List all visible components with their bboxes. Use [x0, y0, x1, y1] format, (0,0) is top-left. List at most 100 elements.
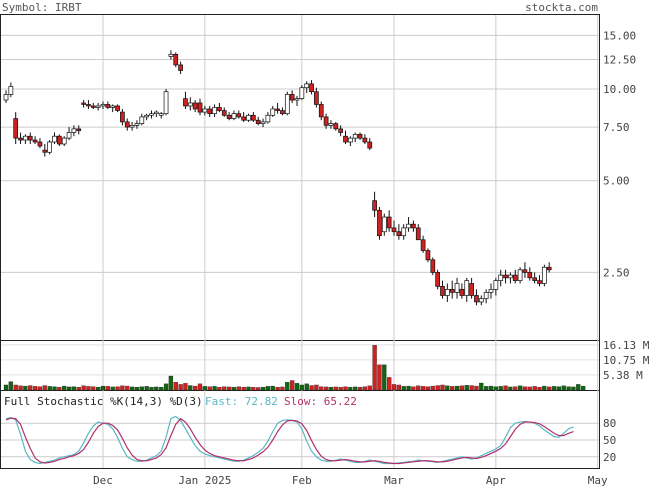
candle-body — [202, 108, 208, 113]
volume-bar — [260, 387, 266, 391]
candle-body — [100, 104, 106, 107]
candle — [318, 101, 324, 121]
candle-body — [338, 128, 343, 133]
candle — [260, 118, 266, 128]
month-label: Apr — [486, 474, 506, 486]
stochastic-title: Full Stochastic %K(14,3) %D(3) — [4, 395, 203, 408]
volume-bar — [86, 386, 91, 391]
volume-bar — [401, 386, 406, 391]
volume-bar — [57, 387, 62, 391]
volume-bar — [581, 385, 586, 391]
candle — [115, 104, 120, 113]
candle — [527, 267, 533, 281]
candle-body — [197, 102, 203, 113]
volume-bar — [202, 386, 208, 391]
volume-bar — [333, 386, 338, 391]
candle — [367, 138, 373, 151]
candle-body — [318, 104, 324, 118]
volume-bar — [23, 385, 28, 391]
candle — [289, 90, 295, 103]
volume-bars — [3, 345, 586, 391]
volume-bar — [134, 387, 140, 391]
volume-bar — [488, 385, 494, 391]
candle — [168, 50, 174, 60]
candle-body — [13, 118, 19, 139]
volume-bar — [81, 385, 86, 391]
candle — [362, 134, 368, 144]
volume-bar — [183, 383, 188, 391]
volume-bar — [192, 385, 198, 391]
candle-body — [8, 86, 14, 95]
candle — [231, 110, 237, 121]
volume-bar — [217, 387, 222, 391]
candle — [537, 275, 542, 287]
volume-bar — [212, 386, 217, 391]
candle — [8, 82, 14, 98]
candle-body — [483, 292, 489, 300]
volume-bar — [314, 384, 319, 391]
candle-body — [372, 200, 377, 211]
candle-body — [212, 107, 217, 115]
candle — [541, 264, 547, 287]
candle-body — [357, 133, 363, 139]
candle-body — [18, 137, 23, 141]
candle-body — [221, 110, 227, 116]
candle-body — [323, 116, 329, 126]
candle — [90, 102, 96, 109]
candle — [71, 125, 77, 137]
candle-body — [294, 98, 300, 101]
volume-bar — [299, 384, 305, 391]
candle-body — [512, 274, 518, 281]
volume-bar — [508, 386, 513, 391]
candle — [294, 95, 300, 106]
candle — [154, 110, 159, 117]
volume-bar — [110, 386, 115, 391]
volume-bar — [168, 375, 174, 391]
volume-bar — [3, 384, 9, 391]
candle-body — [246, 114, 251, 121]
candle-body — [32, 139, 38, 143]
candle-body — [377, 209, 382, 237]
volume-bar — [52, 386, 57, 391]
candle — [105, 101, 111, 109]
candle — [338, 125, 343, 137]
volume-bar — [353, 386, 358, 391]
candle-body — [76, 128, 82, 132]
candle-body — [183, 98, 188, 107]
candle — [95, 102, 101, 111]
candle-body — [532, 277, 538, 281]
candle — [217, 102, 222, 113]
price-tick-label: 10.00 — [603, 83, 636, 96]
volume-tick-label: 10.75 M — [603, 354, 650, 367]
candle-body — [90, 105, 96, 108]
volume-bar — [270, 385, 275, 391]
candle — [18, 132, 23, 144]
candle-body — [299, 87, 305, 99]
candle-body — [61, 137, 67, 145]
candle — [406, 217, 411, 232]
volume-bar — [319, 386, 324, 391]
candle-body — [493, 280, 499, 290]
candle-body — [420, 239, 426, 251]
candle-body — [192, 102, 198, 110]
candle-body — [454, 283, 460, 293]
volume-bar — [13, 384, 18, 391]
volume-bar — [251, 387, 256, 391]
volume-bar — [154, 386, 159, 391]
stochastic-panel-frame — [0, 390, 600, 469]
month-label: Feb — [292, 474, 312, 486]
site-label: stockta.com — [525, 1, 598, 14]
candle — [381, 213, 387, 236]
candle — [221, 107, 227, 117]
candle — [546, 262, 552, 273]
volume-bar — [425, 386, 431, 391]
candle-body — [527, 272, 533, 279]
volume-bar — [367, 385, 372, 391]
volume-bar — [440, 384, 445, 391]
candle-body — [474, 295, 479, 303]
candle-body — [52, 135, 57, 143]
candle — [197, 98, 203, 116]
volume-bar — [517, 385, 523, 391]
candle-body — [343, 135, 348, 143]
volume-bar — [357, 387, 363, 391]
